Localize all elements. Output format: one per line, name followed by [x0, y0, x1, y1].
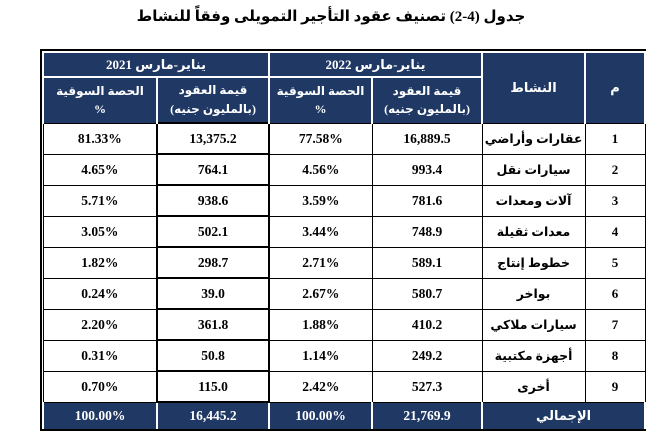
header-contract-value-2022: قيمة العقود (بالمليون جنيه) — [371, 76, 484, 124]
cell-value-2022: 249.2 — [371, 339, 483, 372]
cell-row-number: 3 — [584, 184, 646, 217]
cell-activity: معدات ثقيلة — [481, 215, 586, 248]
table-row: 5 خطوط إنتاج 589.1 2.71% 298.7 1.82% — [42, 246, 646, 279]
cell-share-2021: 1.82% — [42, 246, 158, 279]
cell-value-2022: 781.6 — [371, 184, 483, 217]
leasing-classification-table: م النشاط يناير-مارس 2022 يناير-مارس 2021… — [40, 49, 647, 431]
cell-share-2022: 2.42% — [268, 370, 373, 403]
cell-share-2021: 4.65% — [42, 153, 158, 186]
cell-activity: سيارات نقل — [481, 153, 586, 186]
share-unit-label: % — [314, 102, 327, 117]
header-period-2021: يناير-مارس 2021 — [41, 51, 271, 78]
cell-total-share-2021: 100.00% — [41, 401, 159, 429]
table-row: 2 سيارات نقل 993.4 4.56% 764.1 4.65% — [42, 153, 646, 186]
table-row: 9 أخرى 527.3 2.42% 115.0 0.70% — [42, 370, 646, 403]
cell-share-2021: 0.31% — [42, 339, 158, 372]
cell-total-value-2021: 16,445.2 — [156, 401, 271, 429]
table-row: 6 بواخر 580.7 2.67% 39.0 0.24% — [42, 277, 646, 310]
header-activity: النشاط — [481, 51, 587, 124]
cell-total-share-2022: 100.00% — [268, 401, 374, 429]
cell-activity: سيارات ملاكي — [481, 308, 586, 341]
table-row: 4 معدات ثقيلة 748.9 3.44% 502.1 3.05% — [42, 215, 646, 248]
cell-activity: آلات ومعدات — [481, 184, 586, 217]
cell-row-number: 8 — [584, 339, 646, 372]
cell-row-number: 1 — [584, 122, 646, 155]
total-row: الإجمالي 21,769.9 100.00% 16,445.2 100.0… — [41, 401, 647, 429]
cell-share-2022: 3.44% — [268, 215, 373, 248]
table-row: 3 آلات ومعدات 781.6 3.59% 938.6 5.71% — [42, 184, 646, 217]
cell-value-2021: 13,375.2 — [156, 122, 271, 155]
cell-total-value-2022: 21,769.9 — [371, 401, 484, 429]
cell-row-number: 5 — [584, 246, 646, 279]
data-table: م النشاط يناير-مارس 2022 يناير-مارس 2021… — [41, 51, 647, 429]
cell-activity: خطوط إنتاج — [481, 246, 586, 279]
cell-share-2021: 0.24% — [42, 277, 158, 310]
share-label: الحصة السوقية — [56, 83, 144, 98]
table-title: جدول (4-2) تصنيف عقود التأجير التمويلى و… — [136, 9, 526, 25]
header-index: م — [584, 51, 647, 124]
cell-share-2022: 77.58% — [268, 122, 373, 155]
cell-share-2022: 1.88% — [268, 308, 373, 341]
cell-share-2021: 2.20% — [42, 308, 158, 341]
cell-value-2022: 580.7 — [371, 277, 483, 310]
cell-row-number: 6 — [584, 277, 646, 310]
cell-row-number: 9 — [584, 370, 646, 403]
cell-activity: أجهزة مكتبية — [481, 339, 586, 372]
share-label: الحصة السوقية — [276, 83, 365, 98]
cell-activity: أخرى — [481, 370, 586, 403]
cell-value-2021: 361.8 — [156, 308, 271, 341]
cell-share-2022: 4.56% — [268, 153, 373, 186]
header-period-2022: يناير-مارس 2022 — [268, 51, 484, 78]
header-market-share-2022: الحصة السوقية% — [268, 76, 374, 124]
cell-share-2022: 2.67% — [268, 277, 373, 310]
cell-share-2021: 3.05% — [42, 215, 158, 248]
cell-share-2022: 1.14% — [268, 339, 373, 372]
cell-value-2022: 527.3 — [371, 370, 483, 403]
table-row: 1 عقارات وأراضي 16,889.5 77.58% 13,375.2… — [42, 122, 646, 155]
cell-total-label: الإجمالي — [481, 401, 647, 429]
cell-share-2021: 5.71% — [42, 184, 158, 217]
cell-value-2021: 115.0 — [156, 370, 271, 403]
cell-value-2021: 39.0 — [156, 277, 271, 310]
cell-activity: عقارات وأراضي — [481, 122, 586, 155]
header-market-share-2021: الحصة السوقية% — [41, 76, 159, 124]
cell-row-number: 2 — [584, 153, 646, 186]
cell-value-2021: 298.7 — [156, 246, 271, 279]
share-unit-label: % — [94, 102, 106, 117]
cell-value-2021: 764.1 — [156, 153, 271, 186]
cell-value-2022: 16,889.5 — [371, 122, 483, 155]
cell-activity: بواخر — [481, 277, 586, 310]
value-unit-label: (بالمليون جنيه) — [384, 102, 470, 117]
cell-share-2022: 3.59% — [268, 184, 373, 217]
cell-value-2021: 938.6 — [156, 184, 271, 217]
cell-value-2022: 410.2 — [371, 308, 483, 341]
cell-row-number: 4 — [584, 215, 646, 248]
cell-share-2021: 81.33% — [42, 122, 158, 155]
table-row: 8 أجهزة مكتبية 249.2 1.14% 50.8 0.31% — [42, 339, 646, 372]
cell-share-2021: 0.70% — [42, 370, 158, 403]
cell-value-2021: 50.8 — [156, 339, 271, 372]
header-contract-value-2021: قيمة العقود (بالمليون جنيه) — [156, 76, 271, 124]
table-row: 7 سيارات ملاكي 410.2 1.88% 361.8 2.20% — [42, 308, 646, 341]
cell-value-2022: 748.9 — [371, 215, 483, 248]
cell-share-2022: 2.71% — [268, 246, 373, 279]
cell-value-2021: 502.1 — [156, 215, 271, 248]
value-label: قيمة العقود — [392, 83, 462, 98]
cell-value-2022: 589.1 — [371, 246, 483, 279]
cell-value-2022: 993.4 — [371, 153, 483, 186]
value-unit-label: (بالمليون جنيه) — [170, 102, 256, 116]
cell-row-number: 7 — [584, 308, 646, 341]
value-label: قيمة العقود — [178, 83, 248, 98]
